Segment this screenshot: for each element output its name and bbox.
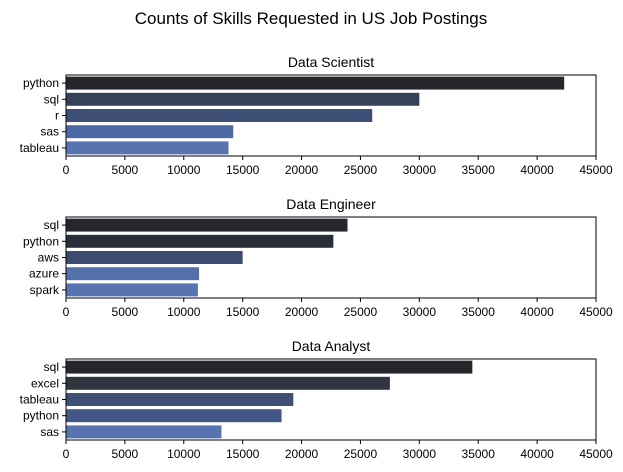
x-tick-label: 40000 bbox=[520, 447, 554, 461]
chart-title: Data Analyst bbox=[292, 338, 371, 354]
x-tick-label: 40000 bbox=[520, 305, 554, 319]
chart-panel: Data Analyst sql excel tableau python sas 0 500… bbox=[20, 338, 613, 461]
x-tick-label: 10000 bbox=[167, 305, 201, 319]
x-tick-label: 45000 bbox=[579, 305, 613, 319]
x-tick-label: 5000 bbox=[112, 305, 139, 319]
x-tick-label: 20000 bbox=[285, 305, 319, 319]
y-tick-label: sas bbox=[40, 425, 59, 439]
x-tick-label: 45000 bbox=[579, 447, 613, 461]
y-tick-label: aws bbox=[38, 251, 59, 265]
x-tick-label: 20000 bbox=[285, 447, 319, 461]
y-tick-label: sql bbox=[44, 218, 59, 232]
y-tick-label: python bbox=[23, 76, 59, 90]
bar-sql bbox=[66, 92, 420, 106]
x-tick-label: 25000 bbox=[344, 163, 378, 177]
bar-sql bbox=[66, 360, 473, 374]
y-tick-label: python bbox=[23, 234, 59, 248]
x-tick-label: 10000 bbox=[167, 163, 201, 177]
bar-tableau bbox=[66, 141, 229, 155]
x-tick-label: 10000 bbox=[167, 447, 201, 461]
y-tick-label: excel bbox=[31, 376, 59, 390]
bar-sas bbox=[66, 125, 234, 139]
bar-tableau bbox=[66, 393, 294, 406]
x-tick-label: 5000 bbox=[112, 447, 139, 461]
x-tick-label: 30000 bbox=[403, 447, 437, 461]
y-tick-label: tableau bbox=[20, 141, 59, 155]
x-tick-label: 20000 bbox=[285, 163, 319, 177]
chart-title: Data Engineer bbox=[286, 196, 376, 212]
y-tick-label: python bbox=[23, 409, 59, 423]
x-tick-label: 25000 bbox=[344, 305, 378, 319]
bar-python bbox=[66, 76, 565, 90]
x-tick-label: 30000 bbox=[403, 163, 437, 177]
plot-frame bbox=[65, 216, 597, 299]
chart-title: Data Scientist bbox=[288, 54, 374, 70]
x-tick-label: 40000 bbox=[520, 163, 554, 177]
x-tick-label: 0 bbox=[63, 447, 70, 461]
y-tick-label: sas bbox=[40, 125, 59, 139]
y-tick-label: sql bbox=[44, 360, 59, 374]
y-tick-label: azure bbox=[29, 267, 59, 281]
chart-panel: Data Scientist python sql r sas tableau 0 5000 1… bbox=[20, 54, 613, 177]
x-tick-label: 0 bbox=[63, 163, 70, 177]
x-tick-label: 35000 bbox=[462, 305, 496, 319]
plot-frame bbox=[65, 358, 597, 441]
y-tick-label: tableau bbox=[20, 393, 59, 407]
x-tick-label: 5000 bbox=[112, 163, 139, 177]
bar-python bbox=[66, 409, 282, 423]
x-tick-label: 25000 bbox=[344, 447, 378, 461]
x-tick-label: 35000 bbox=[462, 447, 496, 461]
bar-aws bbox=[66, 251, 243, 264]
x-tick-label: 45000 bbox=[579, 163, 613, 177]
bar-sas bbox=[66, 425, 222, 439]
x-tick-label: 15000 bbox=[226, 163, 260, 177]
bar-excel bbox=[66, 376, 390, 390]
bar-azure bbox=[66, 267, 200, 281]
x-tick-label: 15000 bbox=[226, 447, 260, 461]
x-tick-label: 0 bbox=[63, 305, 70, 319]
plot-frame bbox=[65, 74, 597, 157]
x-tick-label: 35000 bbox=[462, 163, 496, 177]
y-tick-label: sql bbox=[44, 92, 59, 106]
bar-python bbox=[66, 234, 334, 248]
y-tick-label: spark bbox=[30, 283, 60, 297]
y-tick-label: r bbox=[55, 109, 59, 123]
figure-suptitle: Counts of Skills Requested in US Job Pos… bbox=[135, 9, 487, 28]
x-tick-label: 15000 bbox=[226, 305, 260, 319]
bar-sql bbox=[66, 218, 348, 232]
x-tick-label: 30000 bbox=[403, 305, 437, 319]
bar-spark bbox=[66, 283, 198, 297]
bar-r bbox=[66, 109, 373, 122]
